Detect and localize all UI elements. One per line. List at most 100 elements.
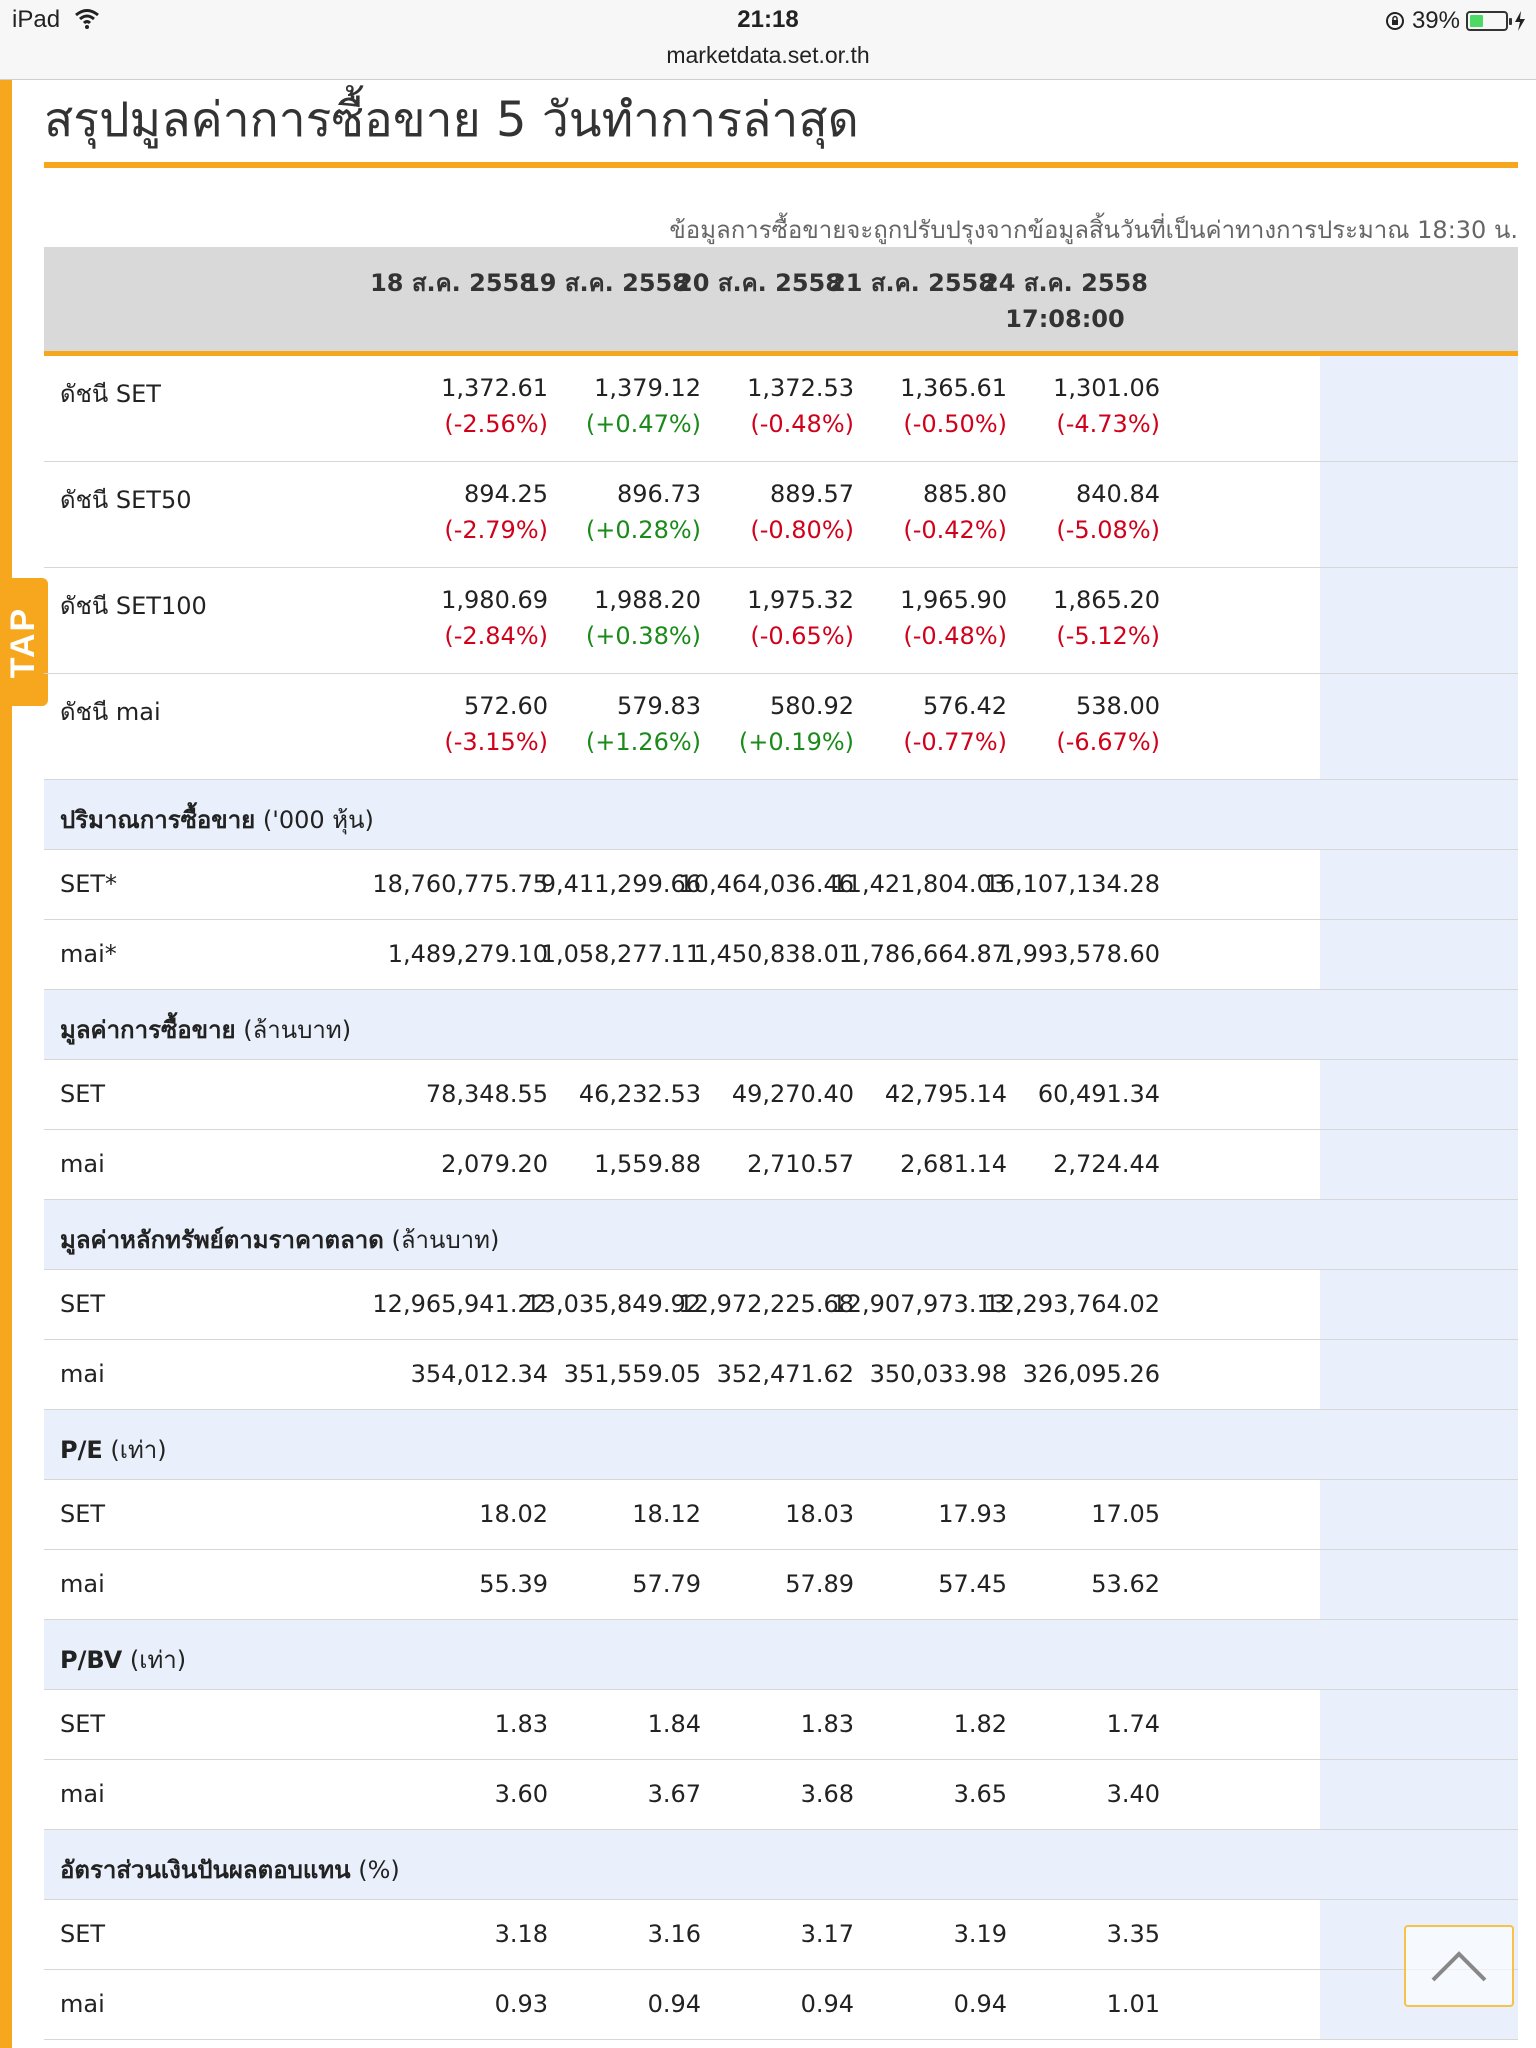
page-title: สรุปมูลค่าการซื้อขาย 5 วันทำการล่าสุด: [44, 92, 859, 148]
row-label: mai: [60, 1360, 105, 1388]
section-header: P/E (เท่า): [44, 1410, 1518, 1480]
battery-fill: [1470, 15, 1484, 27]
row-label: mai*: [60, 940, 117, 968]
column-header: 24 ส.ค. 2558 17:08:00: [965, 265, 1165, 337]
value-cell: 1,975.32: [747, 586, 854, 614]
value-cell: 576.42: [923, 692, 1007, 720]
column-date: 20 ส.ค. 2558: [676, 269, 842, 297]
change-cell: (-0.65%): [750, 622, 854, 650]
value-cell: 12,972,225.68: [678, 1290, 854, 1318]
section-header: มูลค่าการซื้อขาย (ล้านบาท): [44, 990, 1518, 1060]
row-label: ดัชนี SET: [60, 380, 161, 408]
table-header: 18 ส.ค. 2558 19 ส.ค. 2558 20 ส.ค. 2558 21 ส…: [44, 247, 1518, 356]
section-title-bold: อัตราส่วนเงินปันผลตอบแทน: [60, 1856, 351, 1884]
change-cell: (-5.12%): [1056, 622, 1160, 650]
value-cell: 0.94: [953, 1990, 1007, 2018]
value-cell: 1,865.20: [1053, 586, 1160, 614]
change-cell: (-0.48%): [750, 410, 854, 438]
value-cell: 885.80: [923, 480, 1007, 508]
value-cell: 3.17: [800, 1920, 854, 1948]
change-cell: (-3.15%): [444, 728, 548, 756]
value-cell: 572.60: [464, 692, 548, 720]
value-cell: 3.19: [953, 1920, 1007, 1948]
value-cell: 18.02: [479, 1500, 548, 1528]
highlight-column: [1320, 1760, 1518, 1829]
value-cell: 2,710.57: [747, 1150, 854, 1178]
section-title: มูลค่าการซื้อขาย (ล้านบาท): [60, 1010, 351, 1049]
highlight-column: [1320, 674, 1518, 779]
table-row: mai 2,079.20 1,559.88 2,710.57 2,681.14 2,724…: [44, 1130, 1518, 1200]
highlight-column: [1320, 1340, 1518, 1409]
change-cell: (+0.19%): [738, 728, 854, 756]
value-cell: 12,907,973.13: [831, 1290, 1007, 1318]
tap-side-tab[interactable]: TAP: [0, 578, 48, 706]
value-cell: 0.93: [494, 1990, 548, 2018]
row-label: mai: [60, 1570, 105, 1598]
section-title-bold: P/BV: [60, 1646, 123, 1674]
value-cell: 10,464,036.46: [678, 870, 854, 898]
value-cell: 18.03: [785, 1500, 854, 1528]
highlight-column: [1320, 462, 1518, 567]
section-title-unit: (เท่า): [102, 1436, 167, 1464]
value-cell: 352,471.62: [716, 1360, 854, 1388]
value-cell: 1.74: [1106, 1710, 1160, 1738]
column-date: 19 ส.ค. 2558: [523, 269, 689, 297]
section-header: อัตราส่วนเงินปันผลตอบแทน (%): [44, 1830, 1518, 1900]
value-cell: 11,421,804.03: [831, 870, 1007, 898]
value-cell: 16,107,134.28: [984, 870, 1160, 898]
highlight-column: [1320, 920, 1518, 989]
value-cell: 57.45: [938, 1570, 1007, 1598]
change-cell: (+0.38%): [585, 622, 701, 650]
value-cell: 3.18: [494, 1920, 548, 1948]
value-cell: 354,012.34: [410, 1360, 548, 1388]
value-cell: 42,795.14: [884, 1080, 1007, 1108]
change-cell: (-0.48%): [903, 622, 1007, 650]
column-date: 21 ส.ค. 2558: [829, 269, 995, 297]
title-underline: [44, 162, 1518, 168]
tap-label: TAP: [4, 606, 43, 678]
section-title-unit: (ล้านบาท): [235, 1016, 352, 1044]
back-to-top-button[interactable]: [1404, 1925, 1514, 2007]
section-title-bold: มูลค่าการซื้อขาย: [60, 1016, 236, 1044]
change-cell: (+0.47%): [585, 410, 701, 438]
row-label: mai: [60, 1990, 105, 2018]
wifi-icon: [75, 9, 99, 29]
value-cell: 1.83: [494, 1710, 548, 1738]
value-cell: 1,965.90: [900, 586, 1007, 614]
change-cell: (-4.73%): [1056, 410, 1160, 438]
left-accent-strip: [0, 80, 12, 2048]
value-cell: 78,348.55: [425, 1080, 548, 1108]
value-cell: 13,035,849.92: [525, 1290, 701, 1318]
table-row: mai 0.93 0.94 0.94 0.94 1.01: [44, 1970, 1518, 2040]
value-cell: 1.84: [647, 1710, 701, 1738]
table-row: mai* 1,489,279.10 1,058,277.11 1,450,838.01…: [44, 920, 1518, 990]
value-cell: 2,079.20: [441, 1150, 548, 1178]
change-cell: (-0.77%): [903, 728, 1007, 756]
value-cell: 1.83: [800, 1710, 854, 1738]
change-cell: (-0.50%): [903, 410, 1007, 438]
value-cell: 2,681.14: [900, 1150, 1007, 1178]
value-cell: 18.12: [632, 1500, 701, 1528]
section-header: มูลค่าหลักทรัพย์ตามราคาตลาด (ล้านบาท): [44, 1200, 1518, 1270]
value-cell: 3.40: [1106, 1780, 1160, 1808]
table-row: SET 12,965,941.22 13,035,849.92 12,972,225.…: [44, 1270, 1518, 1340]
highlight-column: [1320, 1060, 1518, 1129]
section-title-unit: (ล้านบาท): [383, 1226, 500, 1254]
change-cell: (-0.42%): [903, 516, 1007, 544]
value-cell: 1,489,279.10: [387, 940, 548, 968]
status-bar: iPad 21:18 marketdata.set.or.th 39%: [0, 0, 1536, 80]
table-row: mai 354,012.34 351,559.05 352,471.62 350,033…: [44, 1340, 1518, 1410]
section-title: มูลค่าหลักทรัพย์ตามราคาตลาด (ล้านบาท): [60, 1220, 499, 1259]
value-cell: 18,760,775.75: [372, 870, 548, 898]
section-title: ปริมาณการซื้อขาย ('000 หุ้น): [60, 800, 374, 839]
value-cell: 896.73: [617, 480, 701, 508]
bolt-icon: [1515, 11, 1525, 31]
value-cell: 3.16: [647, 1920, 701, 1948]
column-header: 20 ส.ค. 2558: [659, 265, 859, 301]
url-bar[interactable]: marketdata.set.or.th: [666, 42, 870, 68]
value-cell: 326,095.26: [1022, 1360, 1160, 1388]
highlight-column: [1320, 1480, 1518, 1549]
section-title-unit: (เท่า): [122, 1646, 187, 1674]
value-cell: 1.01: [1106, 1990, 1160, 2018]
value-cell: 1,372.61: [441, 374, 548, 402]
